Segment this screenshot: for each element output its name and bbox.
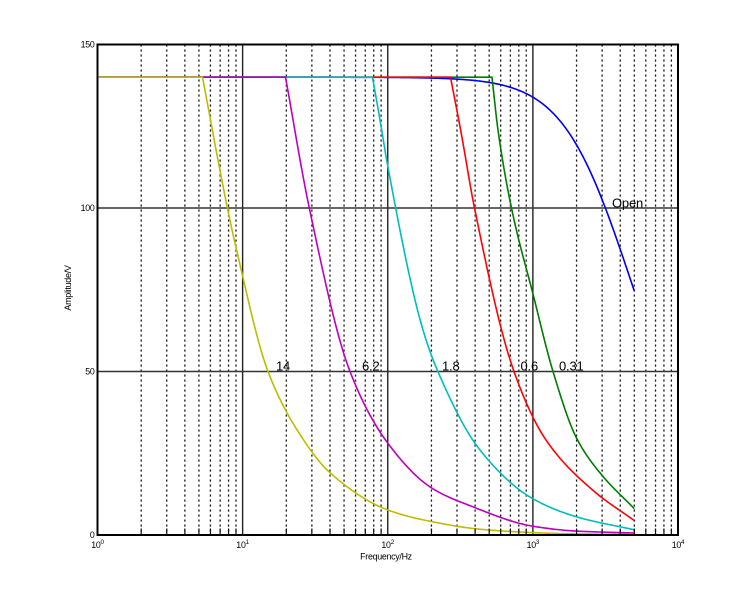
svg-text:0.6: 0.6 [521,359,538,374]
svg-text:150: 150 [81,40,95,50]
svg-text:Frequency/Hz: Frequency/Hz [360,552,412,562]
svg-text:1.8: 1.8 [442,359,459,374]
svg-text:14: 14 [276,359,290,374]
svg-text:0: 0 [90,530,95,540]
svg-text:50: 50 [85,367,95,377]
svg-text:Open: Open [612,196,643,211]
svg-text:100: 100 [81,203,95,213]
svg-text:6.2: 6.2 [362,359,379,374]
svg-text:Amplitude/V: Amplitude/V [63,265,73,311]
svg-text:103: 103 [527,539,540,550]
svg-text:104: 104 [672,539,685,550]
svg-text:102: 102 [381,539,394,550]
svg-text:0.31: 0.31 [559,359,584,374]
svg-text:100: 100 [91,539,104,550]
svg-text:101: 101 [236,539,249,550]
